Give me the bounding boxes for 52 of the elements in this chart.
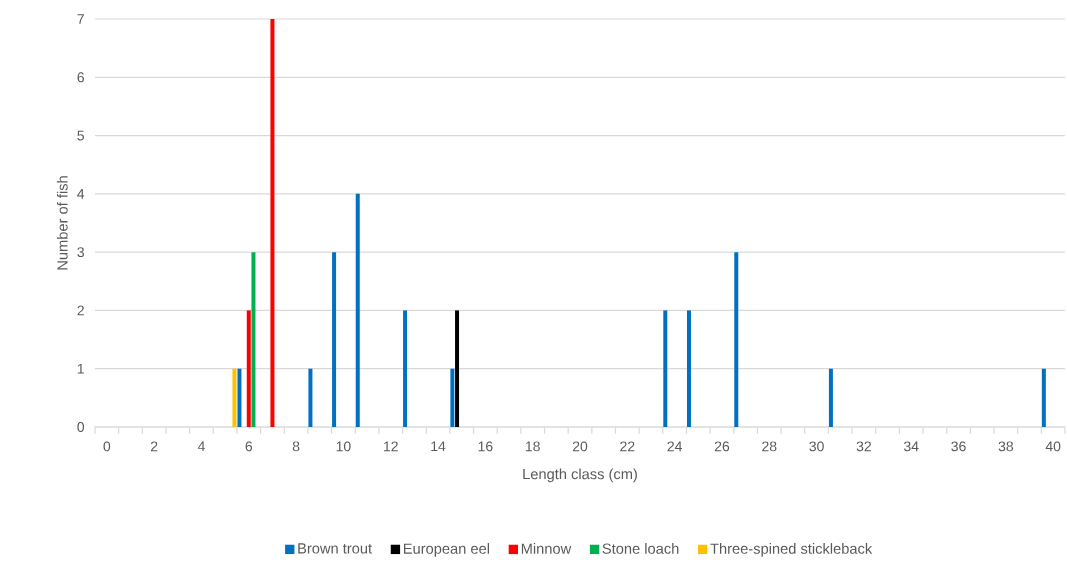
y-tick-label: 2 — [77, 305, 84, 316]
bar — [828, 368, 833, 427]
bar — [270, 19, 275, 427]
bar — [403, 310, 408, 427]
y-tick-label: 5 — [77, 130, 85, 141]
bar — [237, 368, 242, 427]
legend-label: Minnow — [521, 543, 572, 554]
y-tick-label: 4 — [77, 189, 85, 199]
x-tick-label: 28 — [762, 441, 777, 452]
x-tick-label: 30 — [809, 441, 824, 452]
y-tick-label: 3 — [77, 247, 84, 258]
x-tick-label: 26 — [714, 441, 730, 452]
bar — [355, 193, 360, 427]
x-tick-label: 6 — [245, 441, 253, 452]
x-axis-title: Length class (cm) — [523, 468, 637, 483]
x-tick-label: 18 — [525, 441, 540, 452]
x-tick-label: 0 — [103, 441, 111, 452]
bar — [450, 368, 455, 427]
bar — [308, 368, 313, 427]
x-tick-label: 40 — [1045, 441, 1061, 452]
y-tick-label: 1 — [77, 363, 84, 374]
x-tick-label: 22 — [620, 441, 635, 452]
x-tick-label: 4 — [197, 441, 205, 452]
y-tick-label: 0 — [77, 422, 85, 432]
y-tick-label: 7 — [77, 14, 84, 24]
bar — [251, 252, 256, 427]
x-tick-label: 12 — [384, 441, 398, 452]
x-tick-label: 34 — [903, 441, 919, 452]
legend-label: European eel — [403, 543, 489, 557]
bar — [734, 252, 739, 427]
x-tick-label: 8 — [292, 441, 300, 452]
x-tick-label: 32 — [856, 441, 871, 452]
y-tick-label: 6 — [77, 72, 84, 83]
bar — [686, 310, 691, 427]
x-tick-label: 14 — [431, 441, 446, 452]
bar — [332, 252, 337, 427]
x-tick-label: 10 — [336, 441, 351, 452]
bar — [455, 310, 460, 427]
legend-label: Three-spined stickleback — [710, 543, 873, 557]
bar — [232, 368, 237, 427]
bar — [246, 310, 251, 427]
bar — [1041, 368, 1046, 427]
x-tick-label: 2 — [150, 441, 158, 452]
legend-label: Stone loach — [602, 543, 679, 554]
x-tick-label: 16 — [478, 441, 493, 452]
x-tick-label: 36 — [951, 441, 966, 452]
y-axis-title: Number of fish — [56, 176, 68, 270]
bar — [663, 310, 668, 427]
legend-label: Brown trout — [298, 543, 372, 554]
x-tick-label: 20 — [572, 441, 588, 452]
x-tick-label: 38 — [998, 441, 1014, 452]
x-tick-label: 24 — [667, 441, 682, 452]
